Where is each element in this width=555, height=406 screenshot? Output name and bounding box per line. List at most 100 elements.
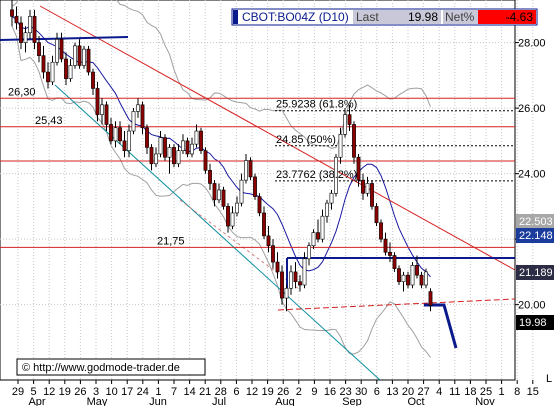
candle-body [37,42,41,56]
candle-body [316,232,320,240]
candle-body [392,255,397,269]
candle-body [127,130,131,151]
watermark: © http://www.godmode-trader.de [16,358,206,376]
candle [379,219,383,243]
x-tick-label: 5 [31,386,37,398]
candle-body [307,245,311,260]
x-month-label: Oct [407,396,424,406]
candle [257,193,262,217]
candle [212,180,217,207]
candle [419,271,424,289]
candle-body [325,202,329,217]
x-tick-label: 19 [261,386,273,398]
candle-body [280,271,284,299]
candle-body [140,104,145,129]
candle-body [28,16,32,34]
candle-body [302,258,307,286]
candle-body [131,111,136,132]
candle [127,124,131,158]
candle-body [428,291,433,306]
candle [136,98,140,118]
candle [244,153,248,184]
candle [95,81,100,122]
candle-body [401,274,406,283]
x-tick-label: 7 [171,386,177,398]
fibonacci-label: 25.9238 (61.8%) [276,99,357,111]
candle [172,144,176,168]
chart-axes: 20.0022.0024.0026.0028.0022.50322.14821.… [12,38,554,406]
candle-body [217,189,221,201]
x-month-label: Jul [212,396,226,406]
candle-body [262,212,266,237]
plot-frame [0,0,516,381]
level-label: 26,30 [8,86,36,98]
candle-body [415,265,419,276]
x-tick-label: 28 [215,386,227,398]
candle-body [59,39,64,60]
candle [298,275,302,292]
candle-body [95,88,100,115]
y-tick-label: 20.00 [518,300,546,312]
candle [253,173,257,200]
x-tick-label: 9 [311,386,317,398]
last-label: Last [356,10,379,24]
candle-body [104,104,109,125]
chart-header: CBOT:BO04Z (D10) Last 19.98 Net% -4.63 [231,8,538,26]
candle [100,98,104,125]
candle [365,176,370,197]
candle-body [266,235,271,246]
candle-body [158,137,163,155]
candle [289,265,293,295]
candle-body [334,156,338,194]
candle [415,255,419,279]
candle-body [356,156,361,181]
candle [334,153,338,197]
candle [41,45,46,79]
candle [262,206,266,240]
candle-body [253,176,257,197]
x-tick-label: 17 [121,386,133,398]
x-tick-label: 2 [296,386,302,398]
candle [140,101,145,135]
netpct-value: -4.63 [506,10,534,24]
candle-body [388,251,392,256]
candle-body [275,261,280,273]
candle-body [109,124,113,142]
candle-body [379,222,383,240]
candle-body [145,127,149,148]
candle [50,55,55,86]
candle [86,45,91,76]
price-axis-label: 22.503 [519,216,553,228]
x-tick-label: 26 [74,386,86,398]
fibonacci-label: 23.7762 (38.2%) [276,169,357,181]
candle-body [410,265,415,286]
candle-body [370,183,374,207]
candle [406,271,410,289]
candle [154,147,158,168]
x-month-label: Nov [475,396,495,406]
candle-body [383,238,388,253]
x-month-label: Sep [342,396,362,406]
indicator-overlays [0,0,516,381]
candle [113,121,118,148]
candle-body [10,9,14,17]
candle-body [406,274,410,286]
candle [73,42,77,69]
candle-body [347,114,352,125]
x-tick-label: 29 [12,386,24,398]
candle-body [244,160,248,181]
candle-body [86,48,91,73]
candle-body [212,183,217,201]
candle [194,124,199,148]
candle-body [14,16,19,24]
candle [239,173,244,207]
candle [235,196,239,217]
candle-body [235,202,239,214]
candle-body [181,140,185,151]
candle [64,52,68,86]
candle [226,203,230,233]
x-tick-label: 21 [199,386,211,398]
symbol-label: CBOT:BO04Z (D10) [242,10,349,24]
candle [109,117,113,145]
